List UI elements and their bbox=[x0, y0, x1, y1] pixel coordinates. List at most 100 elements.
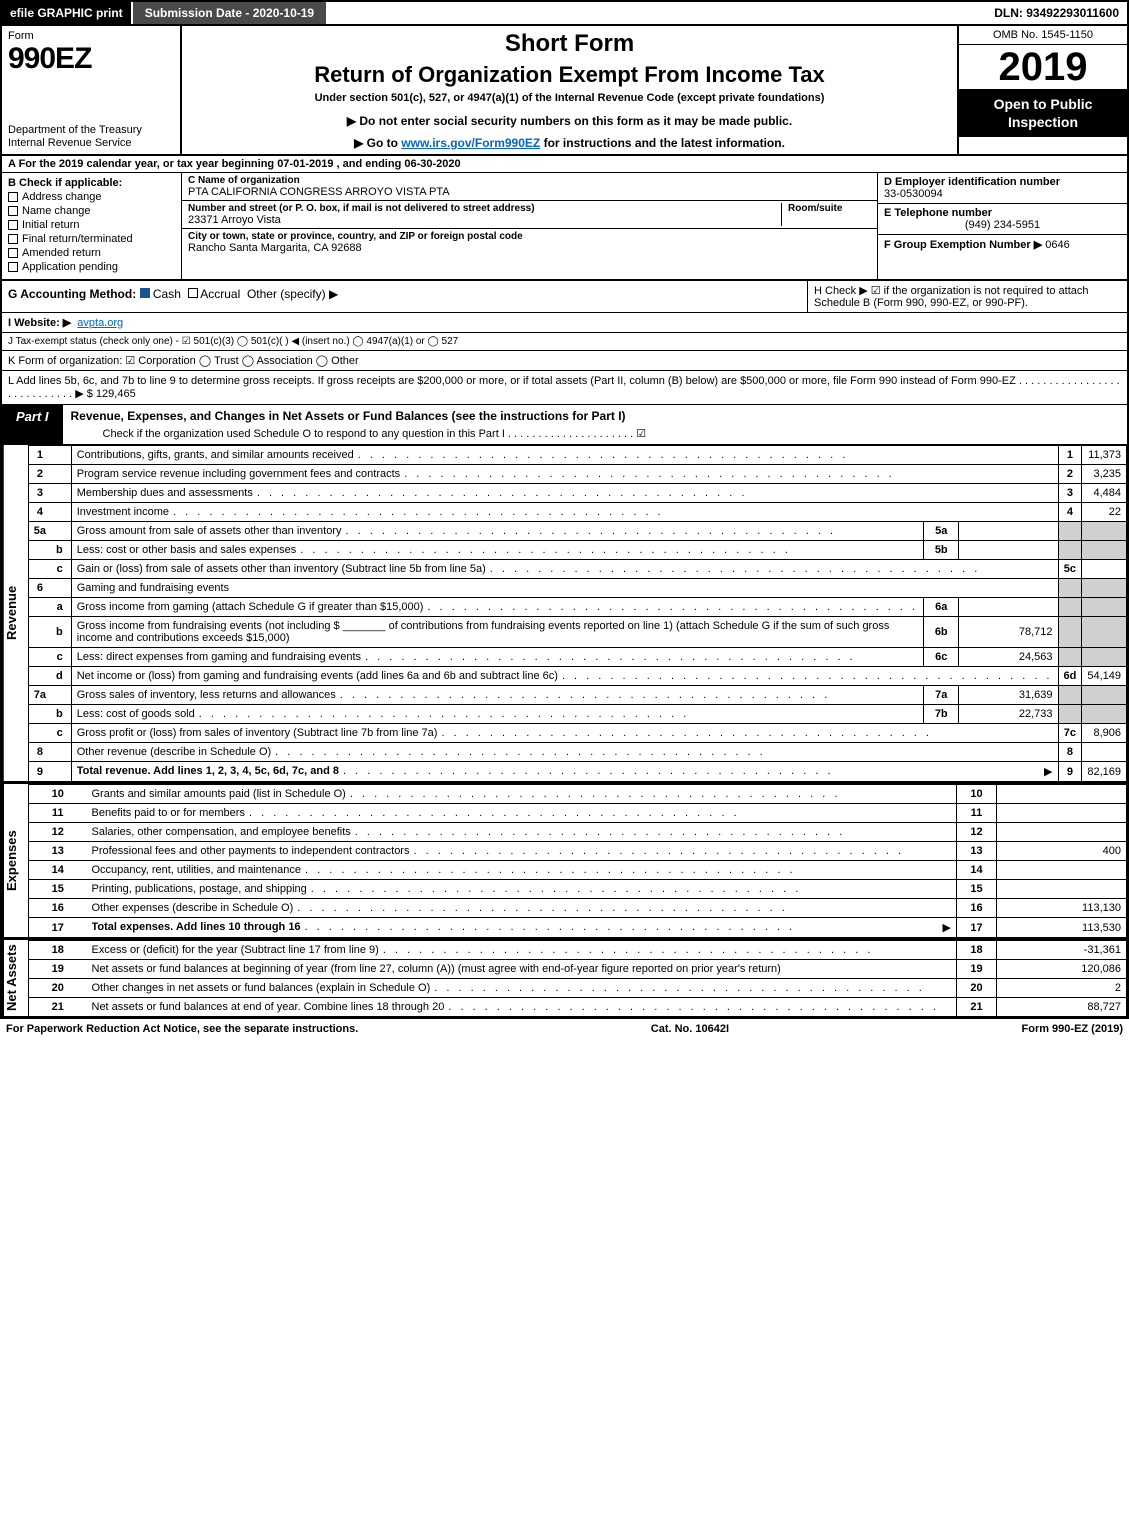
line-number: 19 bbox=[29, 960, 87, 979]
line-amount bbox=[1082, 648, 1127, 667]
line-sub bbox=[51, 484, 71, 503]
ein-value: 33-0530094 bbox=[884, 188, 1121, 200]
check-initial-return[interactable]: Initial return bbox=[8, 219, 175, 231]
line-desc: Professional fees and other payments to … bbox=[87, 842, 957, 861]
telephone-row: E Telephone number (949) 234-5951 bbox=[878, 204, 1127, 235]
line-box: 18 bbox=[957, 941, 997, 960]
line-desc: Less: direct expenses from gaming and fu… bbox=[71, 648, 923, 667]
irs-link[interactable]: www.irs.gov/Form990EZ bbox=[401, 136, 540, 150]
line-subamount: 78,712 bbox=[959, 617, 1058, 648]
line-sub: a bbox=[51, 598, 71, 617]
website-link[interactable]: avpta.org bbox=[77, 317, 123, 329]
line-number: 5a bbox=[28, 522, 51, 541]
group-exemption-row: F Group Exemption Number ▶ 0646 bbox=[878, 235, 1127, 279]
line-desc: Total revenue. Add lines 1, 2, 3, 4, 5c,… bbox=[71, 762, 1058, 782]
line-box: 9 bbox=[1058, 762, 1082, 782]
line-amount bbox=[1082, 598, 1127, 617]
line-box: 13 bbox=[957, 842, 997, 861]
line-amount bbox=[1082, 522, 1127, 541]
row-l-gross-receipts: L Add lines 5b, 6c, and 7b to line 9 to … bbox=[2, 371, 1127, 405]
group-exemption-value: 0646 bbox=[1045, 239, 1069, 251]
line-number bbox=[28, 705, 51, 724]
ein-row: D Employer identification number 33-0530… bbox=[878, 173, 1127, 204]
org-name-row: C Name of organization PTA CALIFORNIA CO… bbox=[182, 173, 877, 201]
line-number: 11 bbox=[29, 804, 87, 823]
line-row: 17Total expenses. Add lines 10 through 1… bbox=[29, 918, 1127, 938]
line-sub: c bbox=[51, 648, 71, 667]
line-box bbox=[1058, 648, 1082, 667]
line-desc: Net assets or fund balances at end of ye… bbox=[87, 998, 957, 1017]
line-desc: Gross amount from sale of assets other t… bbox=[71, 522, 923, 541]
line-amount bbox=[997, 823, 1127, 842]
line-row: 5a Gross amount from sale of assets other… bbox=[28, 522, 1126, 541]
line-number: 12 bbox=[29, 823, 87, 842]
check-address-change[interactable]: Address change bbox=[8, 191, 175, 203]
line-number: 13 bbox=[29, 842, 87, 861]
col-b-title: B Check if applicable: bbox=[8, 177, 175, 189]
line-row: 1Contributions, gifts, grants, and simil… bbox=[28, 446, 1126, 465]
goto-text: ▶ Go to www.irs.gov/Form990EZ for instru… bbox=[188, 136, 951, 150]
line-number: 4 bbox=[28, 503, 51, 522]
line-amount: 3,235 bbox=[1082, 465, 1127, 484]
check-label: Amended return bbox=[22, 247, 101, 259]
line-desc: Net assets or fund balances at beginning… bbox=[87, 960, 957, 979]
line-box: 8 bbox=[1058, 743, 1082, 762]
check-label: Name change bbox=[22, 205, 91, 217]
check-application-pending[interactable]: Application pending bbox=[8, 261, 175, 273]
line-amount bbox=[997, 880, 1127, 899]
under-section-text: Under section 501(c), 527, or 4947(a)(1)… bbox=[188, 92, 951, 104]
line-row: 20Other changes in net assets or fund ba… bbox=[29, 979, 1127, 998]
line-row: bLess: cost or other basis and sales exp… bbox=[28, 541, 1126, 560]
line-desc: Gross income from fundraising events (no… bbox=[71, 617, 923, 648]
line-row: dNet income or (loss) from gaming and fu… bbox=[28, 667, 1126, 686]
form-header: Form 990EZ Department of the Treasury In… bbox=[2, 26, 1127, 156]
goto-prefix: ▶ Go to bbox=[354, 136, 401, 150]
top-bar: efile GRAPHIC print Submission Date - 20… bbox=[2, 2, 1127, 26]
row-g: G Accounting Method: Cash Accrual Other … bbox=[2, 281, 807, 312]
revenue-table: 1Contributions, gifts, grants, and simil… bbox=[28, 445, 1127, 782]
line-number bbox=[28, 667, 51, 686]
footer-paperwork: For Paperwork Reduction Act Notice, see … bbox=[6, 1023, 358, 1035]
telephone-label: E Telephone number bbox=[884, 207, 1121, 219]
line-subbox: 7b bbox=[923, 705, 959, 724]
address-row: Number and street (or P. O. box, if mail… bbox=[182, 201, 877, 229]
line-amount bbox=[1082, 743, 1127, 762]
line-amount bbox=[1082, 541, 1127, 560]
return-title: Return of Organization Exempt From Incom… bbox=[188, 62, 951, 88]
line-desc: Other expenses (describe in Schedule O).… bbox=[87, 899, 957, 918]
revenue-vert-label: Revenue bbox=[2, 445, 28, 781]
line-desc: Occupancy, rent, utilities, and maintena… bbox=[87, 861, 957, 880]
line-box: 3 bbox=[1058, 484, 1082, 503]
checkbox-filled-icon bbox=[140, 288, 150, 298]
line-amount: 2 bbox=[997, 979, 1127, 998]
ssn-notice: ▶ Do not enter social security numbers o… bbox=[188, 114, 951, 128]
line-box: 1 bbox=[1058, 446, 1082, 465]
line-desc: Salaries, other compensation, and employ… bbox=[87, 823, 957, 842]
line-sub bbox=[51, 503, 71, 522]
line-desc: Net income or (loss) from gaming and fun… bbox=[71, 667, 1058, 686]
check-name-change[interactable]: Name change bbox=[8, 205, 175, 217]
submission-date-button[interactable]: Submission Date - 2020-10-19 bbox=[131, 2, 326, 24]
line-box bbox=[1058, 541, 1082, 560]
check-label: Final return/terminated bbox=[22, 233, 133, 245]
line-row: aGross income from gaming (attach Schedu… bbox=[28, 598, 1126, 617]
line-number: 7a bbox=[28, 686, 51, 705]
check-final-return[interactable]: Final return/terminated bbox=[8, 233, 175, 245]
dln-label: DLN: 93492293011600 bbox=[986, 2, 1127, 24]
column-b: B Check if applicable: Address change Na… bbox=[2, 173, 182, 279]
line-desc: Benefits paid to or for members. . . . .… bbox=[87, 804, 957, 823]
row-g-h: G Accounting Method: Cash Accrual Other … bbox=[2, 281, 1127, 313]
expenses-vert-label: Expenses bbox=[2, 784, 28, 937]
line-box bbox=[1058, 579, 1082, 598]
line-amount bbox=[1082, 686, 1127, 705]
line-amount: -31,361 bbox=[997, 941, 1127, 960]
line-sub bbox=[51, 686, 71, 705]
line-number: 10 bbox=[29, 785, 87, 804]
line-amount bbox=[1082, 579, 1127, 598]
check-amended-return[interactable]: Amended return bbox=[8, 247, 175, 259]
header-left: Form 990EZ Department of the Treasury In… bbox=[2, 26, 182, 154]
part-1-check: Check if the organization used Schedule … bbox=[63, 427, 1127, 444]
line-desc: Gross sales of inventory, less returns a… bbox=[71, 686, 923, 705]
line-number: 15 bbox=[29, 880, 87, 899]
efile-button[interactable]: efile GRAPHIC print bbox=[2, 2, 131, 24]
